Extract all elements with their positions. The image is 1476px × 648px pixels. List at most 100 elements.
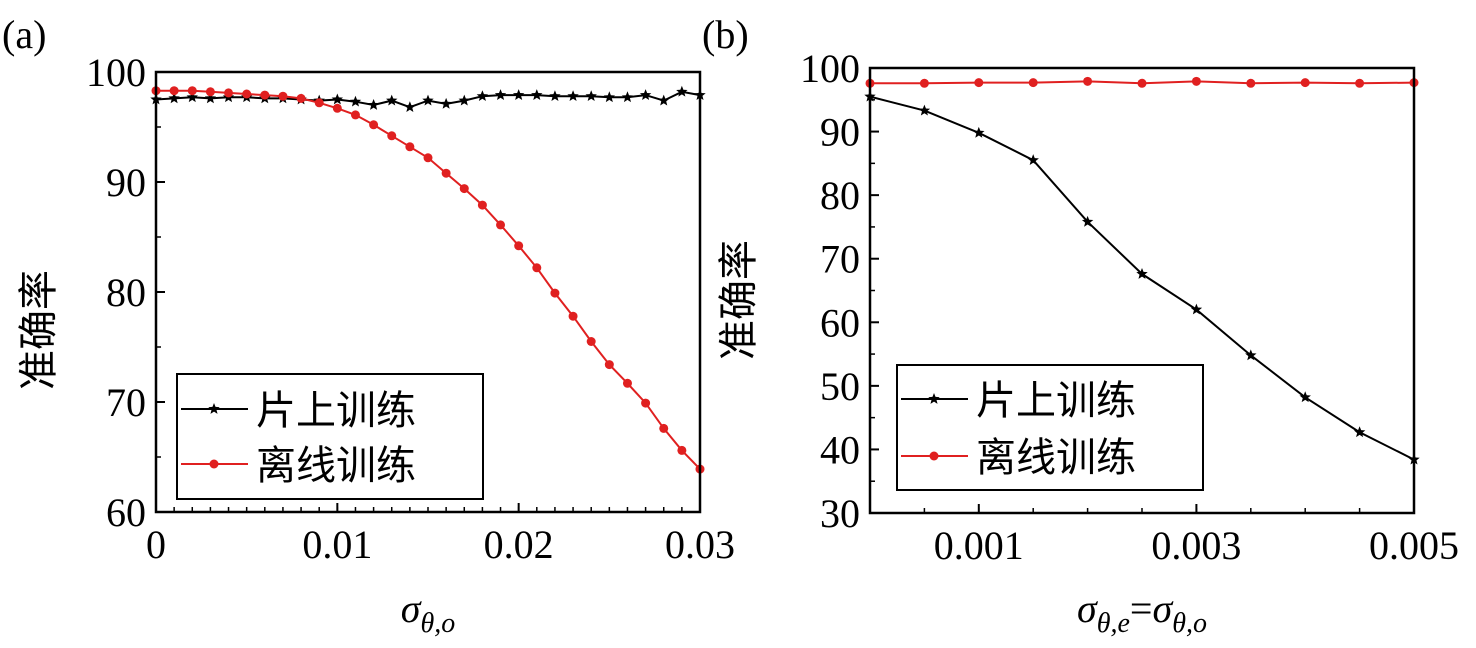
x-axis-label-b-sub1: θ,e xyxy=(1097,608,1130,639)
data-point-star xyxy=(531,89,543,100)
data-point-circle xyxy=(604,360,614,370)
legend-marker-series-1-b xyxy=(928,393,940,404)
legend-marker-series-1-a xyxy=(208,403,220,414)
data-point-circle xyxy=(387,131,397,141)
data-point-star xyxy=(621,91,634,103)
y-tick-label: 100 xyxy=(800,46,860,91)
y-tick-label: 60 xyxy=(820,300,860,345)
legend-a: 片上训练 离线训练 xyxy=(176,373,484,500)
legend-box-b xyxy=(896,364,1204,491)
y-tick-label: 90 xyxy=(820,110,860,155)
data-point-circle xyxy=(1355,78,1365,88)
x-axis-label-b-sub2: θ,o xyxy=(1172,608,1207,639)
data-point-star xyxy=(1190,303,1203,315)
x-axis-label-a-main: σ xyxy=(401,586,422,631)
data-point-star xyxy=(331,93,344,105)
data-point-circle xyxy=(659,423,669,433)
data-point-star xyxy=(186,91,198,103)
data-point-star xyxy=(1027,154,1039,166)
data-point-circle xyxy=(1028,78,1038,88)
y-axis-label-a: 准确率 xyxy=(16,270,61,390)
data-point-star xyxy=(476,90,489,102)
x-axis-label-b: σθ,e=σθ,o xyxy=(1077,586,1207,639)
y-tick-label: 80 xyxy=(820,173,860,218)
data-point-star xyxy=(204,92,217,104)
data-point-star xyxy=(349,95,362,107)
legend-marker-series-2-b xyxy=(929,451,939,461)
x-tick-label: 0.001 xyxy=(934,523,1024,568)
legend-label-series-2-a: 离线训练 xyxy=(256,443,416,489)
x-axis-label-b-main1: σ xyxy=(1077,586,1098,631)
x-axis-label-a-sub: θ,o xyxy=(420,608,455,639)
y-tick-label: 100 xyxy=(86,50,146,95)
data-point-circle xyxy=(496,220,506,230)
y-tick-label: 70 xyxy=(820,237,860,282)
legend-b: 片上训练 离线训练 xyxy=(896,364,1204,491)
panel-a: (a) 准确率 60 70 80 90 100 0 0.01 0.02 0.03 片上训练 离… xyxy=(2,12,735,639)
data-point-circle xyxy=(1083,76,1093,86)
data-point-circle xyxy=(550,288,560,298)
data-point-star xyxy=(367,99,380,110)
data-point-star xyxy=(918,104,931,116)
data-point-star xyxy=(658,94,670,106)
legend-label-series-2-b: 离线训练 xyxy=(976,435,1136,481)
data-point-circle xyxy=(974,78,984,88)
data-point-circle xyxy=(405,142,415,152)
data-point-circle xyxy=(1191,76,1201,86)
y-tick-label: 80 xyxy=(106,270,146,315)
x-tick-labels-b: 0.001 0.003 0.005 xyxy=(934,523,1459,568)
panel-label-b: (b) xyxy=(702,12,749,57)
data-point-circle xyxy=(1246,78,1256,88)
data-point-circle xyxy=(296,93,306,103)
y-tick-label: 70 xyxy=(106,380,146,425)
data-point-circle xyxy=(477,200,487,210)
data-point-star xyxy=(458,94,470,106)
data-point-circle xyxy=(568,311,578,321)
data-point-star xyxy=(1245,349,1257,361)
data-point-circle xyxy=(278,91,288,101)
data-point-circle xyxy=(350,110,360,120)
y-tick-label: 30 xyxy=(820,491,860,536)
x-axis-label-a: σθ,o xyxy=(401,586,456,639)
data-point-circle xyxy=(919,78,929,88)
data-point-circle xyxy=(441,168,451,178)
data-point-circle xyxy=(332,103,342,113)
data-point-star xyxy=(549,90,561,102)
data-point-circle xyxy=(459,184,469,194)
data-point-star xyxy=(512,89,525,100)
data-point-circle xyxy=(586,337,596,346)
data-point-circle xyxy=(260,90,270,100)
legend-marker-series-2-a xyxy=(209,459,219,469)
y-tick-label: 60 xyxy=(106,490,146,535)
plot-frame-a xyxy=(154,70,702,514)
data-point-star xyxy=(494,89,507,100)
data-point-star xyxy=(639,89,652,100)
plot-frame-b xyxy=(868,66,1416,515)
data-point-circle xyxy=(224,88,234,98)
data-point-circle xyxy=(1137,78,1147,88)
data-point-star xyxy=(1081,215,1094,227)
x-axis-label-b-equals: = xyxy=(1130,586,1153,631)
data-point-circle xyxy=(242,89,252,99)
data-point-star xyxy=(585,90,597,102)
data-point-star xyxy=(404,101,416,113)
x-tick-label: 0.005 xyxy=(1369,523,1459,568)
data-point-star xyxy=(1353,426,1366,438)
y-tick-label: 40 xyxy=(820,427,860,472)
data-point-circle xyxy=(641,398,651,408)
y-axis-label-b: 准确率 xyxy=(716,240,761,360)
data-point-star xyxy=(603,91,616,103)
data-point-circle xyxy=(369,120,379,130)
data-point-circle xyxy=(205,87,215,97)
data-point-circle xyxy=(187,86,197,96)
y-tick-label: 50 xyxy=(820,364,860,409)
data-point-circle xyxy=(622,378,632,388)
x-tick-label: 0.03 xyxy=(665,522,735,567)
data-point-circle xyxy=(423,153,433,163)
y-tick-labels-a: 60 70 80 90 100 xyxy=(86,50,146,535)
data-point-star xyxy=(1136,267,1148,279)
data-point-star xyxy=(567,90,579,102)
data-point-circle xyxy=(514,241,524,251)
data-point-star xyxy=(168,92,180,104)
